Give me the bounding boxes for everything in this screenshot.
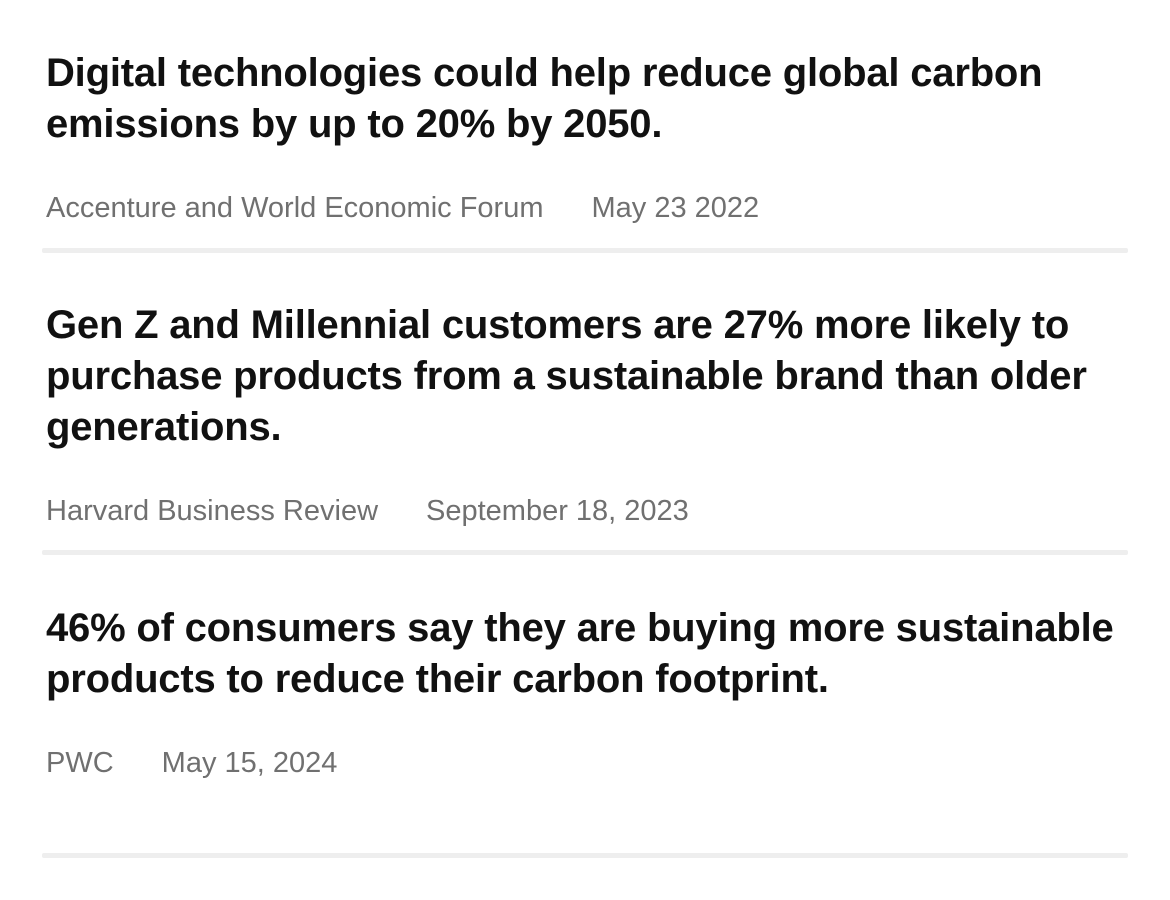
divider (42, 853, 1128, 858)
stat-date: May 15, 2024 (161, 747, 338, 779)
stat-item: Digital technologies could help reduce g… (42, 48, 1128, 253)
stat-item: Gen Z and Millennial customers are 27% m… (42, 300, 1128, 555)
stat-meta: Accenture and World Economic Forum May 2… (42, 190, 1128, 226)
stat-source: Accenture and World Economic Forum (46, 192, 544, 224)
stat-headline: 46% of consumers say they are buying mor… (46, 606, 1114, 701)
stat-headline: Digital technologies could help reduce g… (46, 51, 1043, 146)
divider (42, 550, 1128, 555)
stat-source: Harvard Business Review (46, 495, 379, 527)
stat-source: PWC (46, 747, 114, 779)
divider (42, 248, 1128, 253)
stat-date: September 18, 2023 (426, 495, 689, 527)
stat-headline: Gen Z and Millennial customers are 27% m… (46, 303, 1087, 449)
stat-item: 46% of consumers say they are buying mor… (42, 603, 1128, 858)
stat-meta: Harvard Business Review September 18, 20… (42, 493, 1128, 529)
stat-date: May 23 2022 (591, 192, 760, 224)
stat-meta: PWC May 15, 2024 (42, 745, 1128, 781)
